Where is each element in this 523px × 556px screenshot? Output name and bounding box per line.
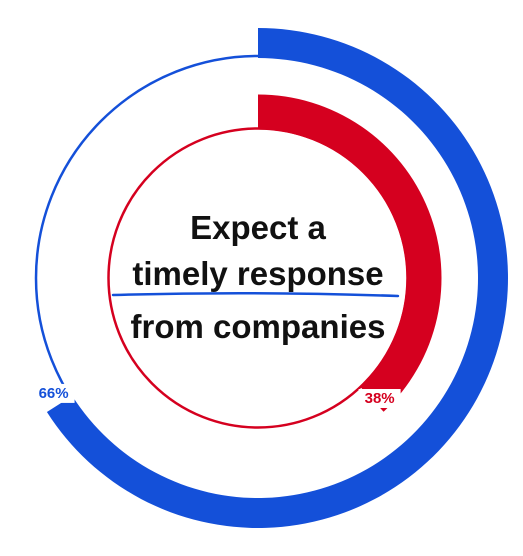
center-title-line-2: timely response [132, 255, 383, 292]
inner-percentage-label: 38% [359, 389, 401, 408]
outer-percentage-text: 66% [39, 385, 69, 402]
inner-ring-arc-38 [258, 95, 441, 412]
center-title-line-1: Expect a [190, 209, 326, 246]
title-underline [113, 293, 398, 296]
center-title-line-3: from companies [131, 308, 386, 345]
outer-percentage-label: 66% [33, 384, 75, 403]
inner-percentage-text: 38% [365, 390, 395, 407]
